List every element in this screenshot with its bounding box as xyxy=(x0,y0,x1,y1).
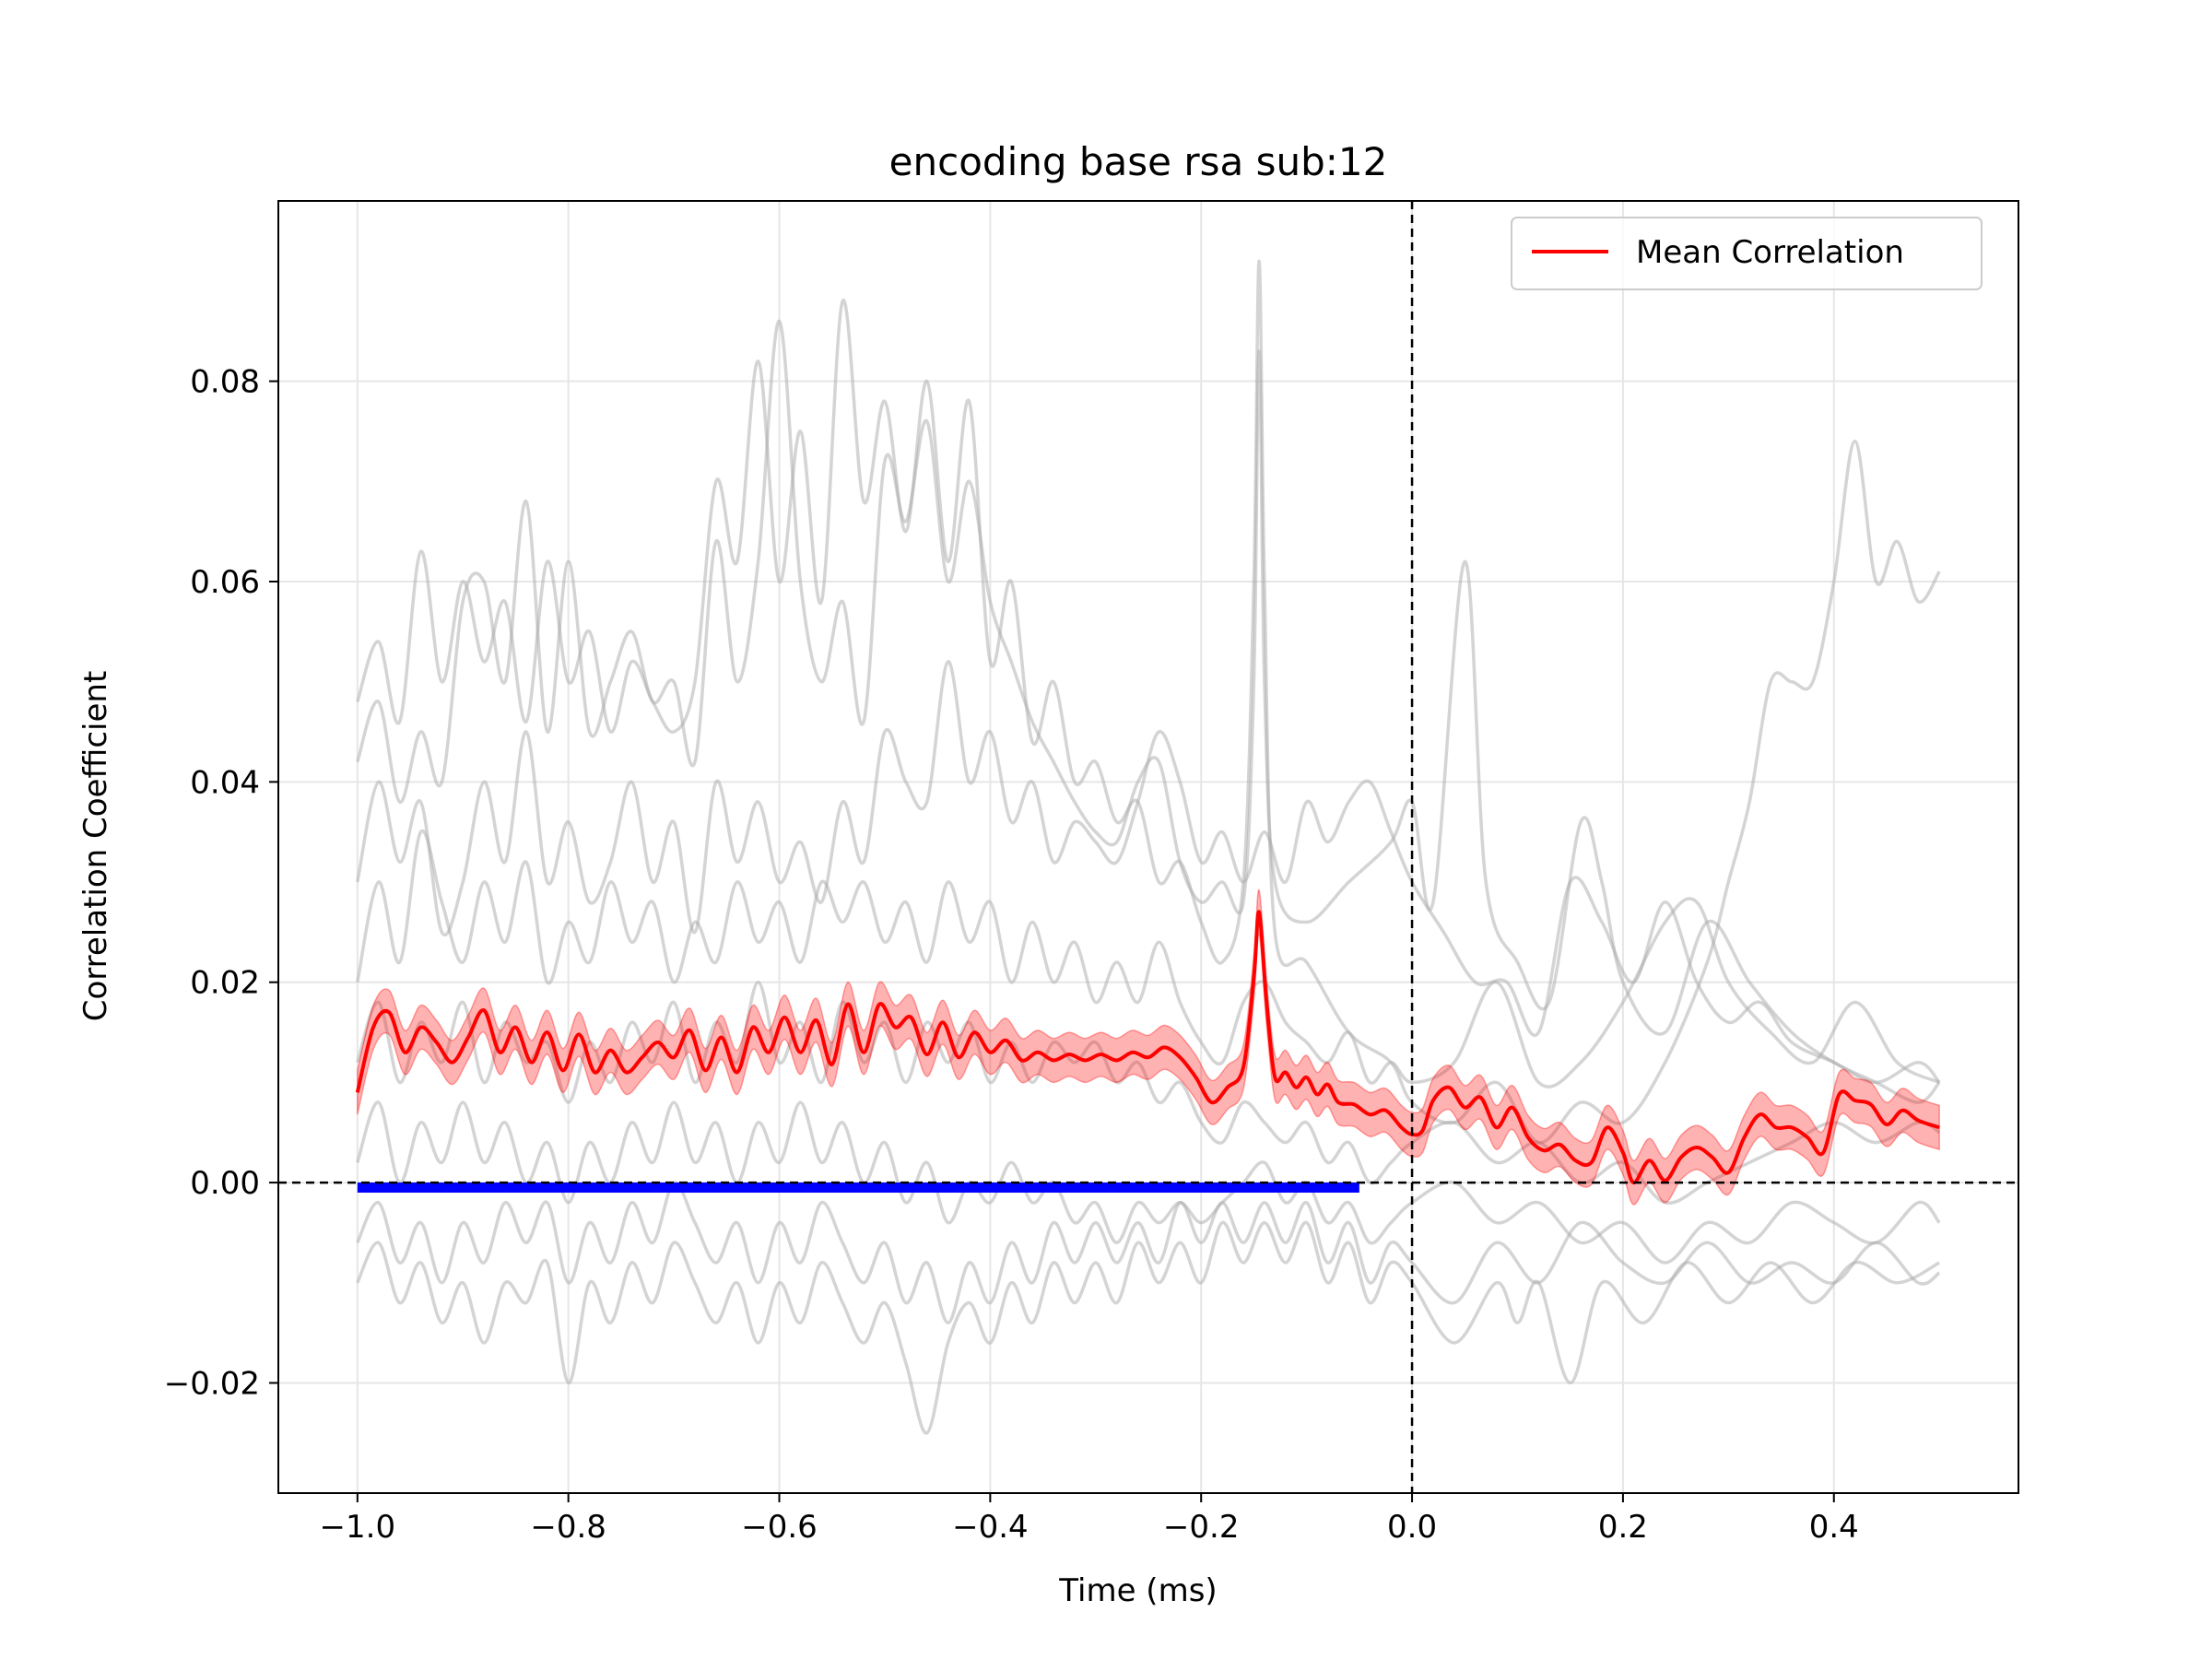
plot-area-frame xyxy=(277,200,2019,1494)
individual-series-line xyxy=(356,829,1940,1088)
legend-box xyxy=(1511,217,1983,290)
x-tick-label: 0.0 xyxy=(1387,1509,1437,1546)
individual-series-group xyxy=(356,259,1941,1435)
x-axis-ticks: −1.0 −0.8 −0.6 −0.4 −0.2 0.0 0.2 0.4 xyxy=(320,1493,1859,1546)
confidence-band-group xyxy=(357,888,1940,1206)
x-tick-label: −0.4 xyxy=(952,1509,1029,1546)
x-tick-label: −0.6 xyxy=(741,1509,818,1546)
individual-series-line xyxy=(356,660,1941,1085)
individual-series-line xyxy=(356,1181,1941,1324)
reference-lines xyxy=(278,201,2018,1493)
legend: Mean Correlation xyxy=(1511,217,1983,290)
x-tick-label: −1.0 xyxy=(320,1509,396,1546)
chart-title: encoding base rsa sub:12 xyxy=(889,139,1388,184)
confidence-band xyxy=(357,888,1940,1206)
y-tick-label: 0.06 xyxy=(190,564,260,601)
y-tick-label: 0.08 xyxy=(190,364,260,401)
mean-correlation-line xyxy=(355,910,1940,1185)
legend-entry-mean-correlation: Mean Correlation xyxy=(1636,234,1904,271)
individual-series-line xyxy=(356,259,1941,1145)
x-tick-label: 0.2 xyxy=(1598,1509,1648,1546)
individual-series-line xyxy=(356,980,1941,1205)
individual-series-line xyxy=(356,319,1941,1104)
y-tick-label: −0.02 xyxy=(164,1365,260,1402)
individual-series-line xyxy=(356,1220,1941,1435)
mean-series-group xyxy=(355,910,1940,1185)
x-tick-label: −0.2 xyxy=(1163,1509,1240,1546)
y-axis-label: Correlation Coefficient xyxy=(77,671,114,1022)
x-axis-label: Time (ms) xyxy=(1058,1572,1217,1609)
y-tick-label: 0.02 xyxy=(190,965,260,1002)
y-axis-ticks: −0.02 0.00 0.02 0.04 0.06 0.08 xyxy=(164,364,278,1402)
y-tick-label: 0.00 xyxy=(190,1165,260,1202)
y-tick-label: 0.04 xyxy=(190,764,260,801)
x-tick-label: −0.8 xyxy=(530,1509,606,1546)
x-tick-label: 0.4 xyxy=(1809,1509,1859,1546)
